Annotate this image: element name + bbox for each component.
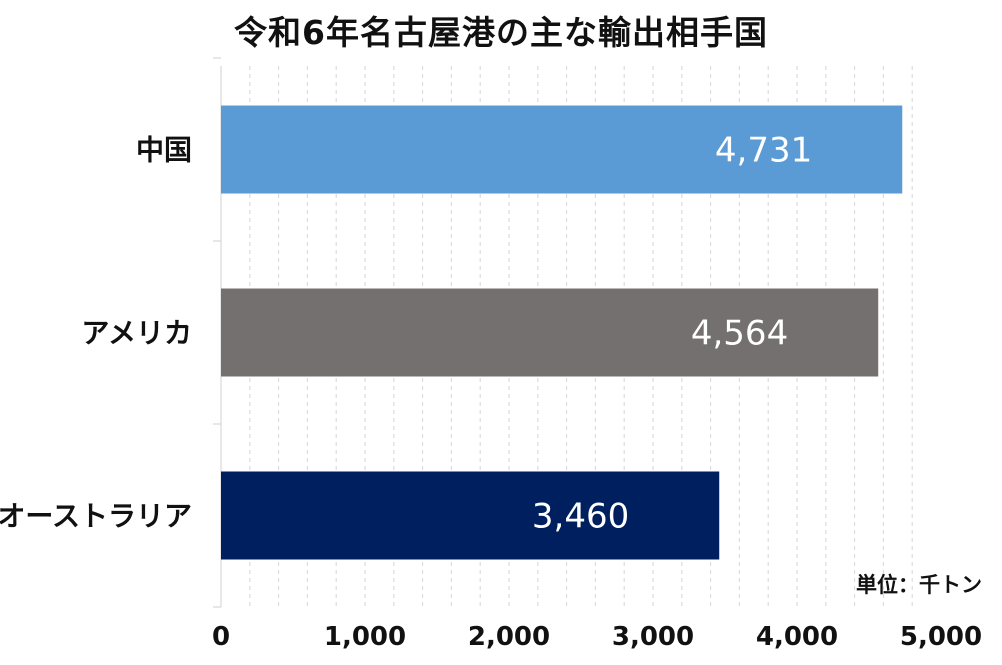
category-label: 中国 [136, 134, 192, 167]
category-label: アメリカ [81, 317, 192, 350]
unit-label: 単位：千トン [856, 573, 982, 597]
chart-title: 令和6年名古屋港の主な輸出相手国 [234, 13, 768, 52]
x-tick-label: 5,000 [900, 622, 982, 652]
x-tick-label: 3,000 [612, 622, 694, 652]
x-tick-label: 4,000 [756, 622, 838, 652]
category-label: オーストラリア [0, 500, 192, 533]
x-tick-label: 1,000 [324, 622, 406, 652]
x-tick-label: 2,000 [468, 622, 550, 652]
x-tick-label: 0 [212, 622, 230, 652]
data-label: 4,731 [715, 131, 812, 171]
bar [221, 288, 879, 377]
bar [221, 471, 720, 560]
data-label: 4,564 [691, 314, 788, 354]
data-label: 3,460 [532, 497, 629, 537]
bar [221, 105, 903, 194]
